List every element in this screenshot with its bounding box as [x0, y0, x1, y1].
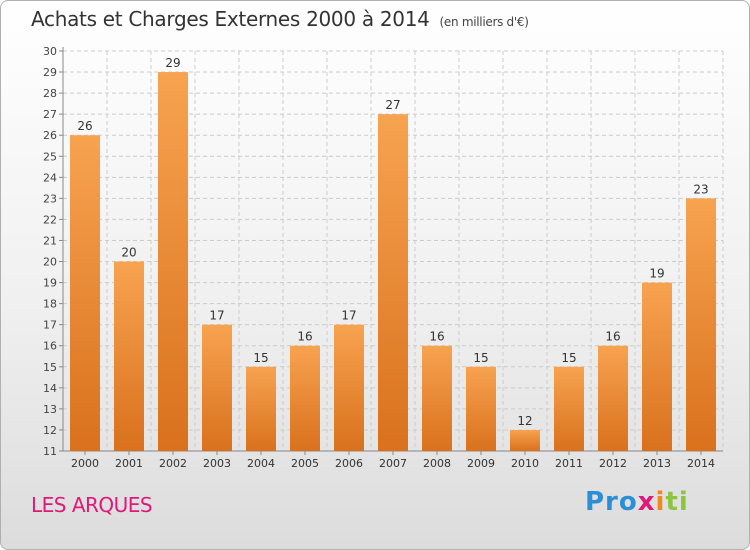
y-tick-label: 24	[43, 171, 57, 184]
data-label-2005: 16	[297, 330, 312, 344]
data-label-2008: 16	[429, 330, 444, 344]
y-tick-label: 27	[43, 108, 57, 121]
x-tick-label-2005: 2005	[291, 457, 319, 470]
x-tick-label-2000: 2000	[71, 457, 99, 470]
proxiti-logo[interactable]: Proxiti	[585, 487, 689, 517]
y-tick-label: 20	[43, 256, 57, 269]
town-name: LES ARQUES	[31, 493, 153, 517]
logo-part-4: ti	[665, 487, 689, 517]
y-tick-label: 29	[43, 66, 57, 79]
x-tick-label-2003: 2003	[203, 457, 231, 470]
x-tick-label-2004: 2004	[247, 457, 275, 470]
y-tick-label: 19	[43, 277, 57, 290]
chart-title: Achats et Charges Externes 2000 à 2014 (e…	[31, 7, 529, 31]
x-tick-label-2011: 2011	[555, 457, 583, 470]
y-tick-label: 13	[43, 403, 57, 416]
data-label-2011: 15	[561, 351, 576, 365]
chart-subtitle: (en milliers d'€)	[439, 15, 529, 29]
y-tick-label: 28	[43, 87, 57, 100]
data-label-2004: 15	[253, 351, 268, 365]
x-tick-label-2007: 2007	[379, 457, 407, 470]
x-tick-label-2001: 2001	[115, 457, 143, 470]
bar-2013	[642, 282, 672, 451]
data-label-2006: 17	[341, 309, 356, 323]
y-tick-label: 23	[43, 192, 57, 205]
y-tick-label: 11	[43, 445, 57, 458]
data-label-2001: 20	[121, 246, 136, 260]
bar-layer	[70, 72, 716, 452]
data-label-2003: 17	[209, 309, 224, 323]
bar-2000	[70, 135, 100, 452]
bar-2010	[510, 429, 540, 451]
data-label-2014: 23	[693, 182, 708, 196]
bar-2011	[554, 366, 584, 451]
data-label-2009: 15	[473, 351, 488, 365]
y-tick-label: 21	[43, 234, 57, 247]
x-tick-label-2008: 2008	[423, 457, 451, 470]
logo-part-2: x	[637, 487, 656, 517]
y-tick-label: 12	[43, 424, 57, 437]
bar-2005	[290, 345, 320, 451]
bar-2014	[686, 198, 716, 451]
bar-2008	[422, 345, 452, 451]
bar-2012	[598, 345, 628, 451]
data-label-2013: 19	[649, 267, 664, 281]
bar-2002	[158, 72, 188, 451]
data-label-2012: 16	[605, 330, 620, 344]
x-tick-label-2014: 2014	[687, 457, 715, 470]
data-label-2000: 26	[77, 119, 92, 133]
bar-2004	[246, 366, 276, 451]
bar-2007	[378, 114, 408, 451]
chart-title-text: Achats et Charges Externes 2000 à 2014	[31, 7, 430, 31]
x-tick-label-2009: 2009	[467, 457, 495, 470]
y-tick-label: 30	[43, 45, 57, 58]
x-tick-label-2002: 2002	[159, 457, 187, 470]
bar-2009	[466, 366, 496, 451]
data-label-2007: 27	[385, 98, 400, 112]
y-tick-label: 26	[43, 129, 57, 142]
y-tick-label: 17	[43, 319, 57, 332]
x-tick-label-2006: 2006	[335, 457, 363, 470]
bar-2006	[334, 324, 364, 451]
y-tick-label: 14	[43, 382, 57, 395]
data-label-2010: 12	[517, 414, 532, 428]
y-tick-label: 22	[43, 213, 57, 226]
x-tick-label-2012: 2012	[599, 457, 627, 470]
y-tick-label: 16	[43, 340, 57, 353]
bar-2001	[114, 261, 144, 451]
logo-part-3: i	[655, 487, 666, 517]
label-layer: 26 2000 20 2001 29 2002 17 2003 15 2004 16 2005 17 20…	[71, 56, 715, 470]
logo-part-1: Pro	[585, 487, 638, 517]
data-label-2002: 29	[165, 56, 180, 70]
x-tick-label-2010: 2010	[511, 457, 539, 470]
x-tick-label-2013: 2013	[643, 457, 671, 470]
y-tick-label: 18	[43, 298, 57, 311]
bar-2003	[202, 324, 232, 451]
y-tick-label: 15	[43, 361, 57, 374]
y-tick-label: 25	[43, 150, 57, 163]
